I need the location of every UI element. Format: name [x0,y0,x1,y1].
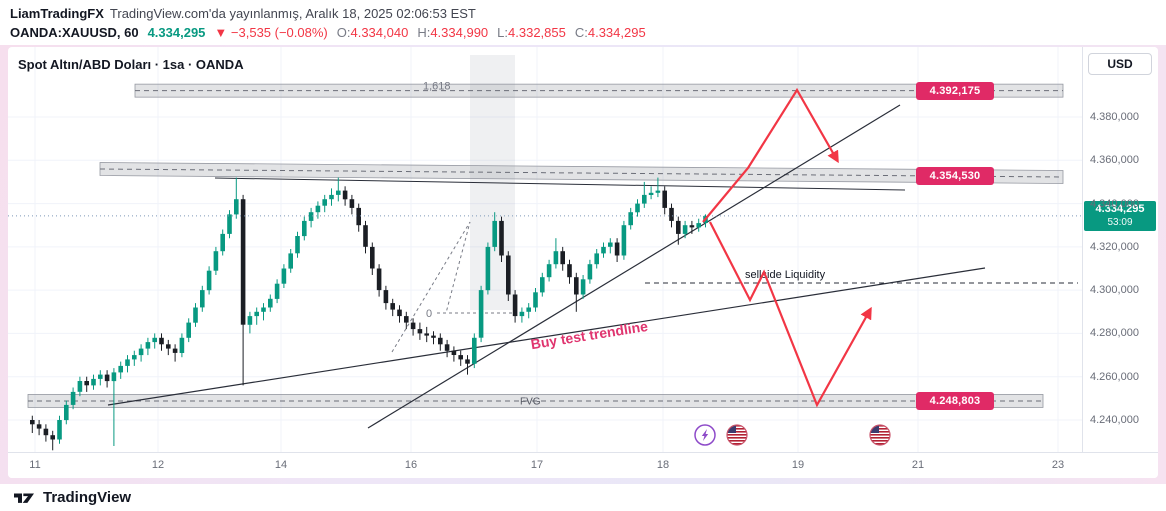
price-axis-label: 4.320,000 [1090,240,1139,253]
symbol-info-bar: OANDA:XAUUSD, 60 4.334,295 ▼ −3,535 (−0.… [10,25,1166,40]
time-axis-label: 12 [151,459,165,471]
price-axis-label: 4.340,000 [1090,197,1139,210]
price-axis-label: 4.380,000 [1090,111,1139,123]
legend-price-change: ▼ −3,535 (−0.08%) [214,25,328,40]
resistance-zone-4354[interactable] [99,162,1064,184]
fib-extension-legs[interactable] [391,221,516,353]
header: LiamTradingFX TradingView.com'da yayınla… [0,0,1166,45]
published-info: TradingView.com'da yayınlanmış, Aralık 1… [109,6,476,21]
candlestick-series [30,177,708,451]
last-price-value: 4.334,295 [1095,202,1145,215]
price-axis-label: 4.260,000 [1090,370,1139,383]
chart-canvas[interactable]: 1,618 FVG 0 sellside Liquidity Buy test tr… [8,47,1082,452]
last-price-axis-label: 4.334,295 53:09 [1084,200,1156,231]
gradient-frame: 1,618 FVG 0 sellside Liquidity Buy test tr… [0,45,1166,484]
bar-countdown: 53:09 [1107,216,1133,228]
author-link[interactable]: LiamTradingFX [10,6,104,21]
chart-card: 1,618 FVG 0 sellside Liquidity Buy test tr… [8,47,1158,478]
published-byline: LiamTradingFX TradingView.com'da yayınla… [10,6,1166,21]
price-axis-label: 4.280,000 [1090,327,1139,340]
price-axis-label: 4.300,000 [1090,284,1139,297]
price-axis[interactable]: USD 4.334,295 53:09 4.380,000 4.360,000 4.… [1083,47,1158,452]
time-axis-label: 17 [530,459,544,471]
price-axis-label: 4.360,000 [1090,154,1139,167]
axis-divider [1082,47,1083,478]
bullish-projection-arrow[interactable] [702,87,839,223]
steep-ascending-trendline[interactable] [367,104,901,429]
tradingview-wordmark[interactable]: TradingView [43,489,132,506]
footer: TradingView [0,484,1166,511]
us-flag-event-icon[interactable] [726,424,748,446]
currency-toggle-button[interactable]: USD [1088,53,1152,75]
buy-test-trendline-line[interactable] [107,267,986,406]
time-axis-label: 18 [656,459,670,471]
legend-last-price: 4.334,295 [147,25,206,40]
time-axis-label: 21 [911,459,925,471]
time-axis-label: 23 [1051,459,1065,471]
bearish-projection-arrow[interactable] [709,221,872,408]
price-level-badge-4248[interactable]: 4.248,803 [916,391,994,410]
ohlc-open: O:4.334,040 [336,25,409,40]
lightning-event-icon[interactable] [694,424,716,446]
fib-0-label: 0 [426,308,432,320]
ohlc-low: L:4.332,855 [497,25,566,40]
ohlc-high: H:4.334,990 [417,25,489,40]
us-flag-event-icon[interactable] [869,424,891,446]
symbol-name[interactable]: OANDA:XAUUSD, 60 [10,25,139,40]
price-axis-label: 4.240,000 [1090,414,1139,426]
ohlc-close: C:4.334,295 [574,25,646,40]
buy-test-trendline-label[interactable]: Buy test trendline [530,318,649,352]
fvg-label: FVG [520,396,541,407]
sellside-liquidity-label[interactable]: sellside Liquidity [745,269,826,281]
fib-1618-label: 1,618 [423,81,451,93]
fvg-zone-4248[interactable]: FVG [27,394,1044,408]
chart-title: Spot Altın/ABD Doları · 1sa · OANDA [18,57,244,72]
time-axis[interactable]: 11 12 14 16 17 18 19 21 23 [8,452,1158,478]
descending-resistance-trendline[interactable] [214,177,906,191]
time-axis-label: 19 [791,459,805,471]
price-level-badge-4392[interactable]: 4.392,175 [916,81,994,100]
time-axis-label: 16 [404,459,418,471]
resistance-zone-4392[interactable] [134,83,1064,98]
time-axis-label: 11 [29,459,41,471]
tradingview-logo-icon[interactable] [12,488,36,507]
time-axis-label: 14 [274,459,288,471]
price-level-badge-4354[interactable]: 4.354,530 [916,167,994,185]
